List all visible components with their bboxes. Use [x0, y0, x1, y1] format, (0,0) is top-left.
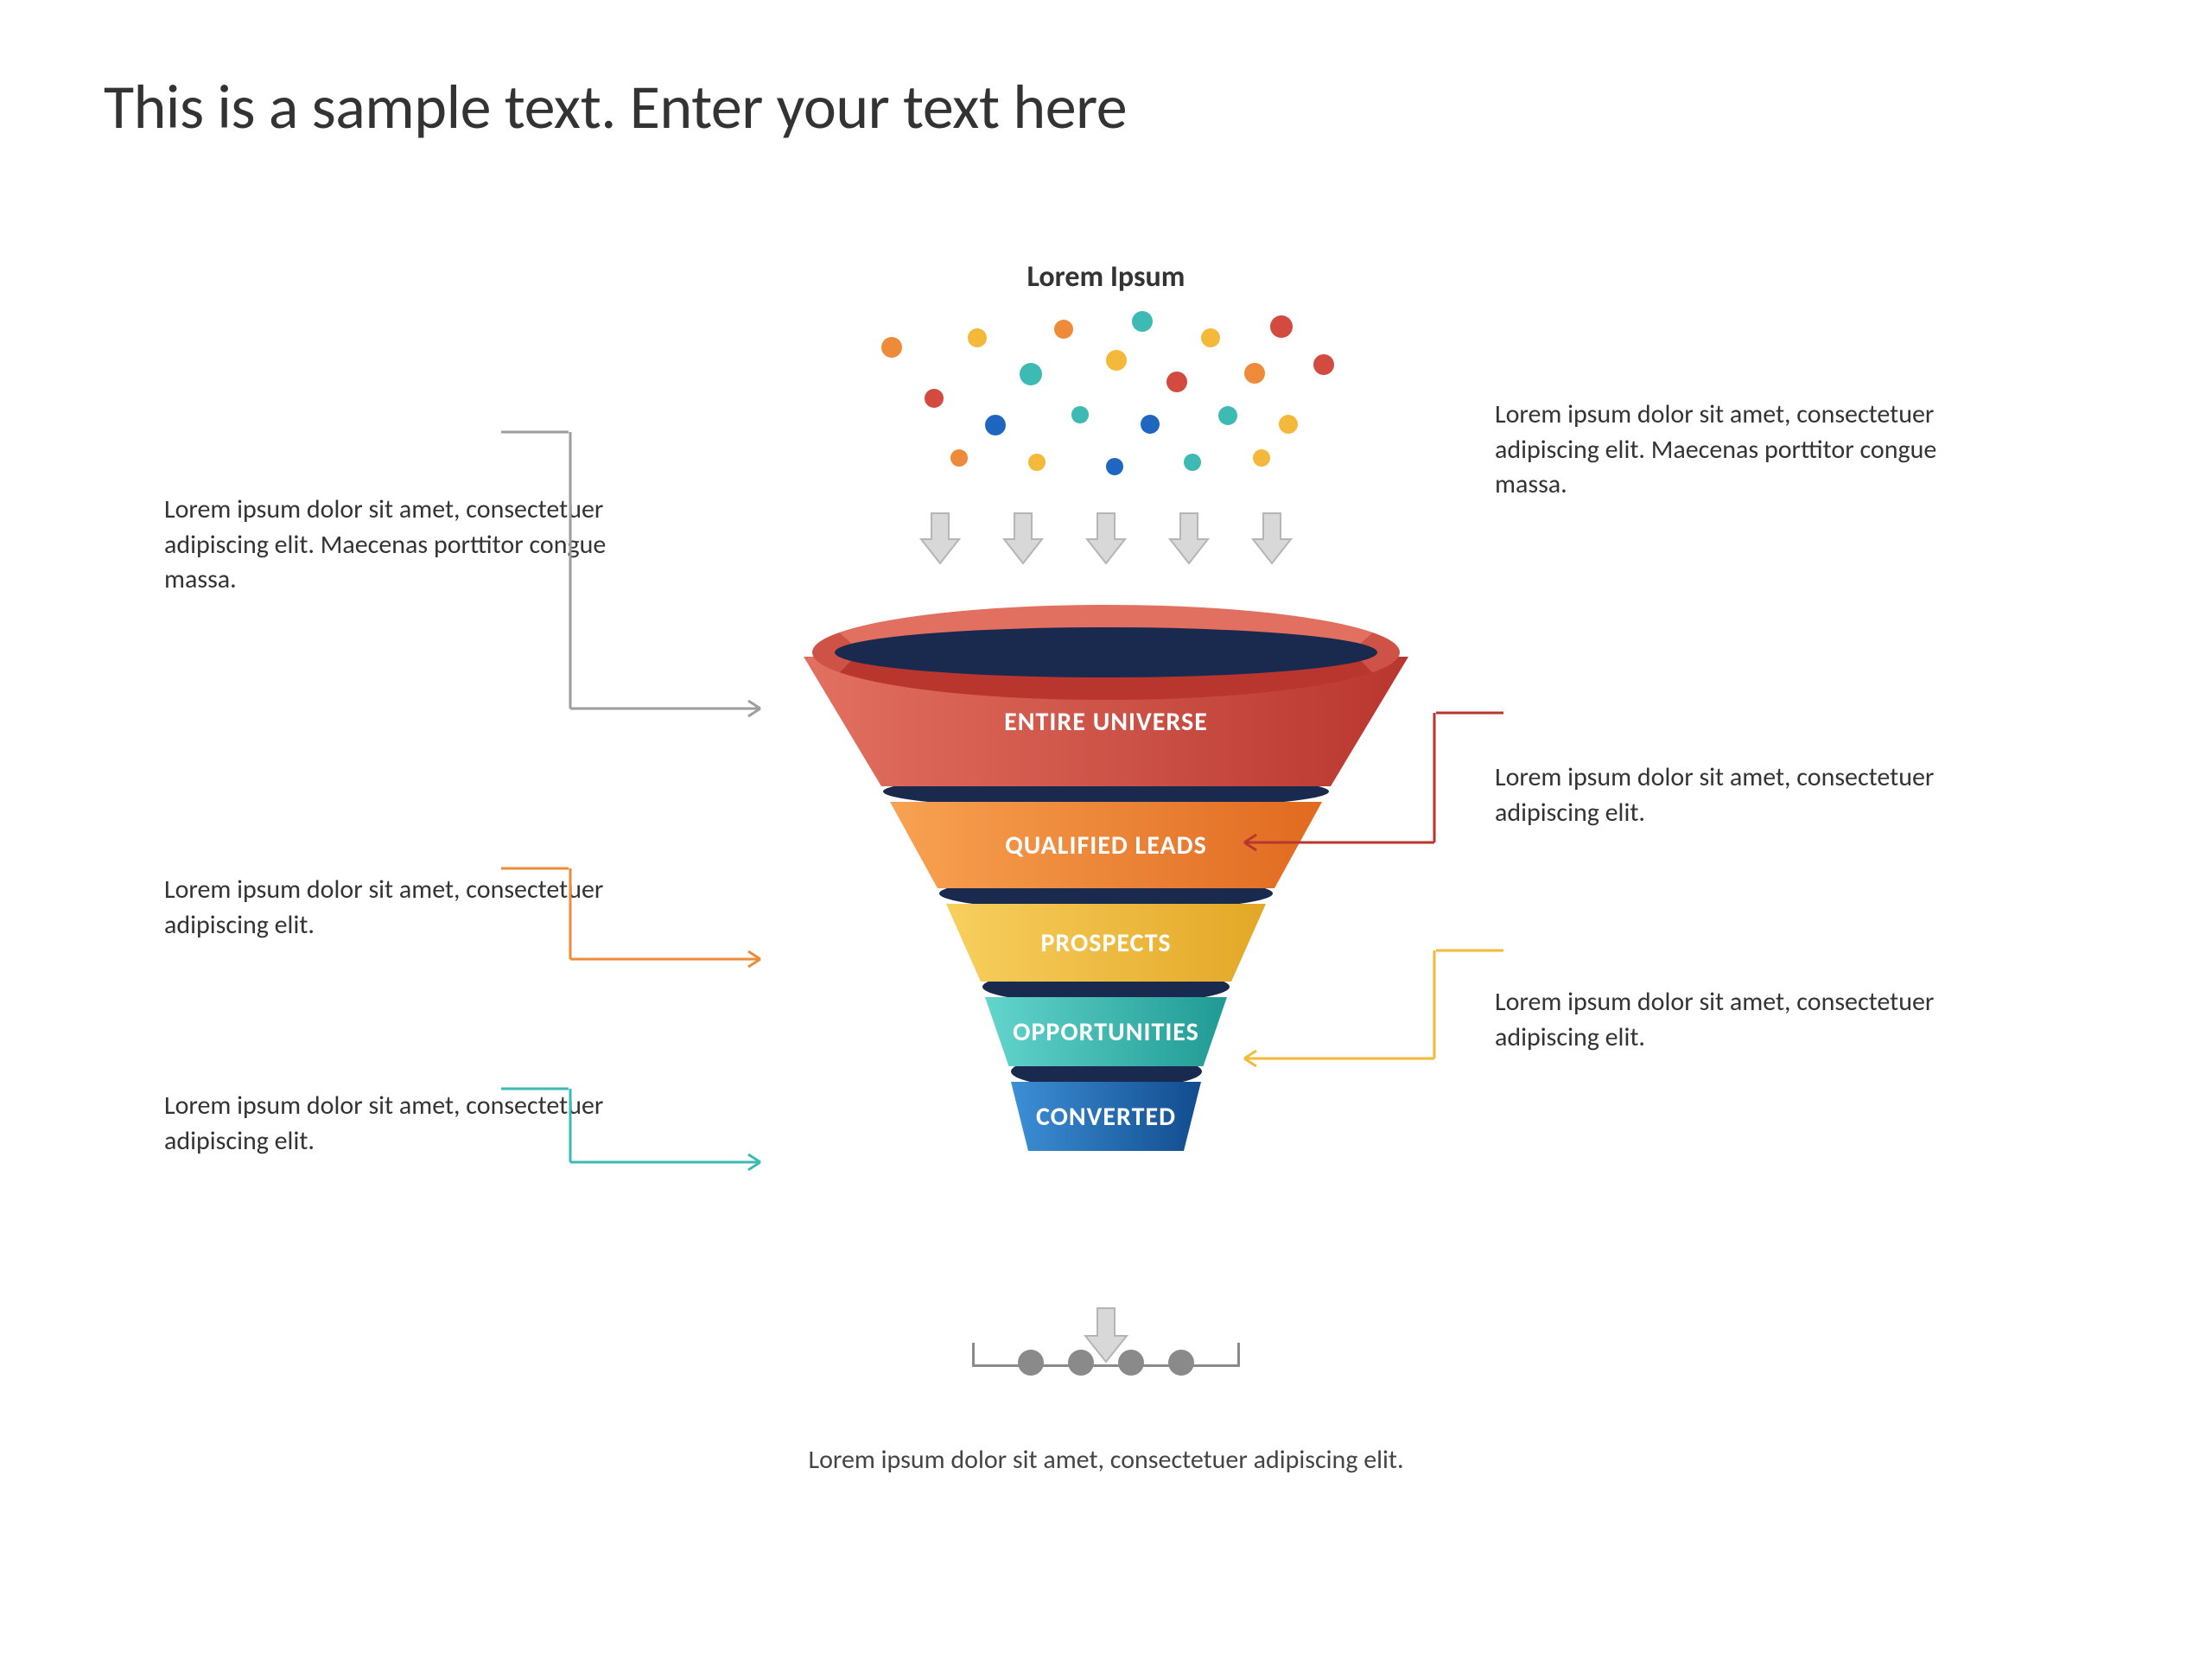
connector-stub: [1436, 704, 1505, 721]
funnel-gap: [778, 888, 1434, 904]
connector-line: [562, 1080, 778, 1188]
arrow-down-icon: [1248, 510, 1296, 570]
output-dot: [1168, 1350, 1194, 1376]
funnel-stage: CONVERTED: [1011, 1082, 1201, 1151]
input-dot: [1106, 458, 1123, 475]
callout-text: Lorem ipsum dolor sit amet, consectetuer…: [1495, 397, 1979, 503]
funnel-heading: Lorem Ipsum: [1027, 259, 1185, 295]
input-dot: [1071, 406, 1089, 423]
input-dot: [1201, 328, 1220, 347]
funnel-stage-label: QUALIFIED LEADS: [1005, 830, 1207, 861]
connector-line: [1236, 942, 1452, 1084]
arrow-down-icon: [999, 510, 1047, 570]
connector-stub: [501, 423, 570, 441]
page-title: This is a sample text. Enter your text h…: [104, 69, 1127, 145]
callout-text: Lorem ipsum dolor sit amet, consectetuer…: [1495, 760, 1979, 830]
connector-stub: [1436, 942, 1505, 959]
arrow-down-icon: [1082, 510, 1130, 570]
funnel-stage: OPPORTUNITIES: [985, 997, 1227, 1066]
input-dot: [1184, 454, 1201, 471]
funnel-stage-label: OPPORTUNITIES: [1013, 1016, 1199, 1048]
input-dot: [1166, 372, 1187, 392]
input-dot: [1218, 406, 1237, 425]
input-dot: [1244, 363, 1265, 384]
input-dot: [925, 389, 944, 408]
callout-text: Lorem ipsum dolor sit amet, consectetuer…: [1495, 985, 1979, 1055]
funnel-stage-label: ENTIRE UNIVERSE: [1004, 706, 1208, 738]
output-dot: [1068, 1350, 1094, 1376]
input-dot: [968, 328, 987, 347]
input-dots-cluster: [847, 302, 1365, 493]
funnel-stage: PROSPECTS: [946, 904, 1266, 982]
input-dot: [985, 415, 1006, 435]
input-dot: [1270, 315, 1293, 338]
input-dot: [1141, 415, 1160, 434]
connector-line: [562, 860, 778, 985]
input-dot: [1106, 350, 1127, 371]
input-dot: [950, 449, 968, 467]
input-dot: [1279, 415, 1298, 434]
input-dot: [1313, 354, 1334, 375]
input-dot: [1028, 454, 1046, 471]
output-dot: [1018, 1350, 1044, 1376]
output-dot: [1118, 1350, 1144, 1376]
input-dot: [1020, 363, 1042, 385]
arrow-down-icon: [1165, 510, 1213, 570]
funnel-rim: [812, 605, 1400, 700]
arrow-down-icon: [916, 510, 964, 570]
funnel-stage-label: CONVERTED: [1036, 1101, 1176, 1133]
connector-stub: [501, 860, 570, 877]
output-caption: Lorem ipsum dolor sit amet, consectetuer…: [804, 1443, 1408, 1478]
connector-stub: [501, 1080, 570, 1097]
funnel-stage-label: PROSPECTS: [1040, 927, 1171, 959]
input-dot: [1132, 311, 1153, 332]
input-dot: [881, 337, 902, 358]
connector-line: [1236, 704, 1452, 868]
connector-line: [562, 423, 778, 734]
input-dot: [1253, 449, 1270, 467]
input-arrows-row: [916, 510, 1296, 570]
input-dot: [1054, 320, 1073, 339]
